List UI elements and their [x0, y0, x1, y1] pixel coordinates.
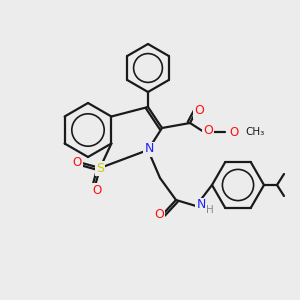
Text: O: O [154, 208, 164, 221]
Text: N: N [144, 142, 154, 155]
Text: O: O [92, 184, 102, 196]
Text: S: S [96, 161, 104, 175]
Text: N: N [196, 199, 206, 212]
Text: O: O [72, 157, 82, 169]
Text: O: O [203, 124, 213, 136]
Text: O: O [194, 104, 204, 118]
Text: O: O [230, 125, 238, 139]
Text: CH₃: CH₃ [245, 127, 264, 137]
Text: H: H [206, 205, 214, 215]
